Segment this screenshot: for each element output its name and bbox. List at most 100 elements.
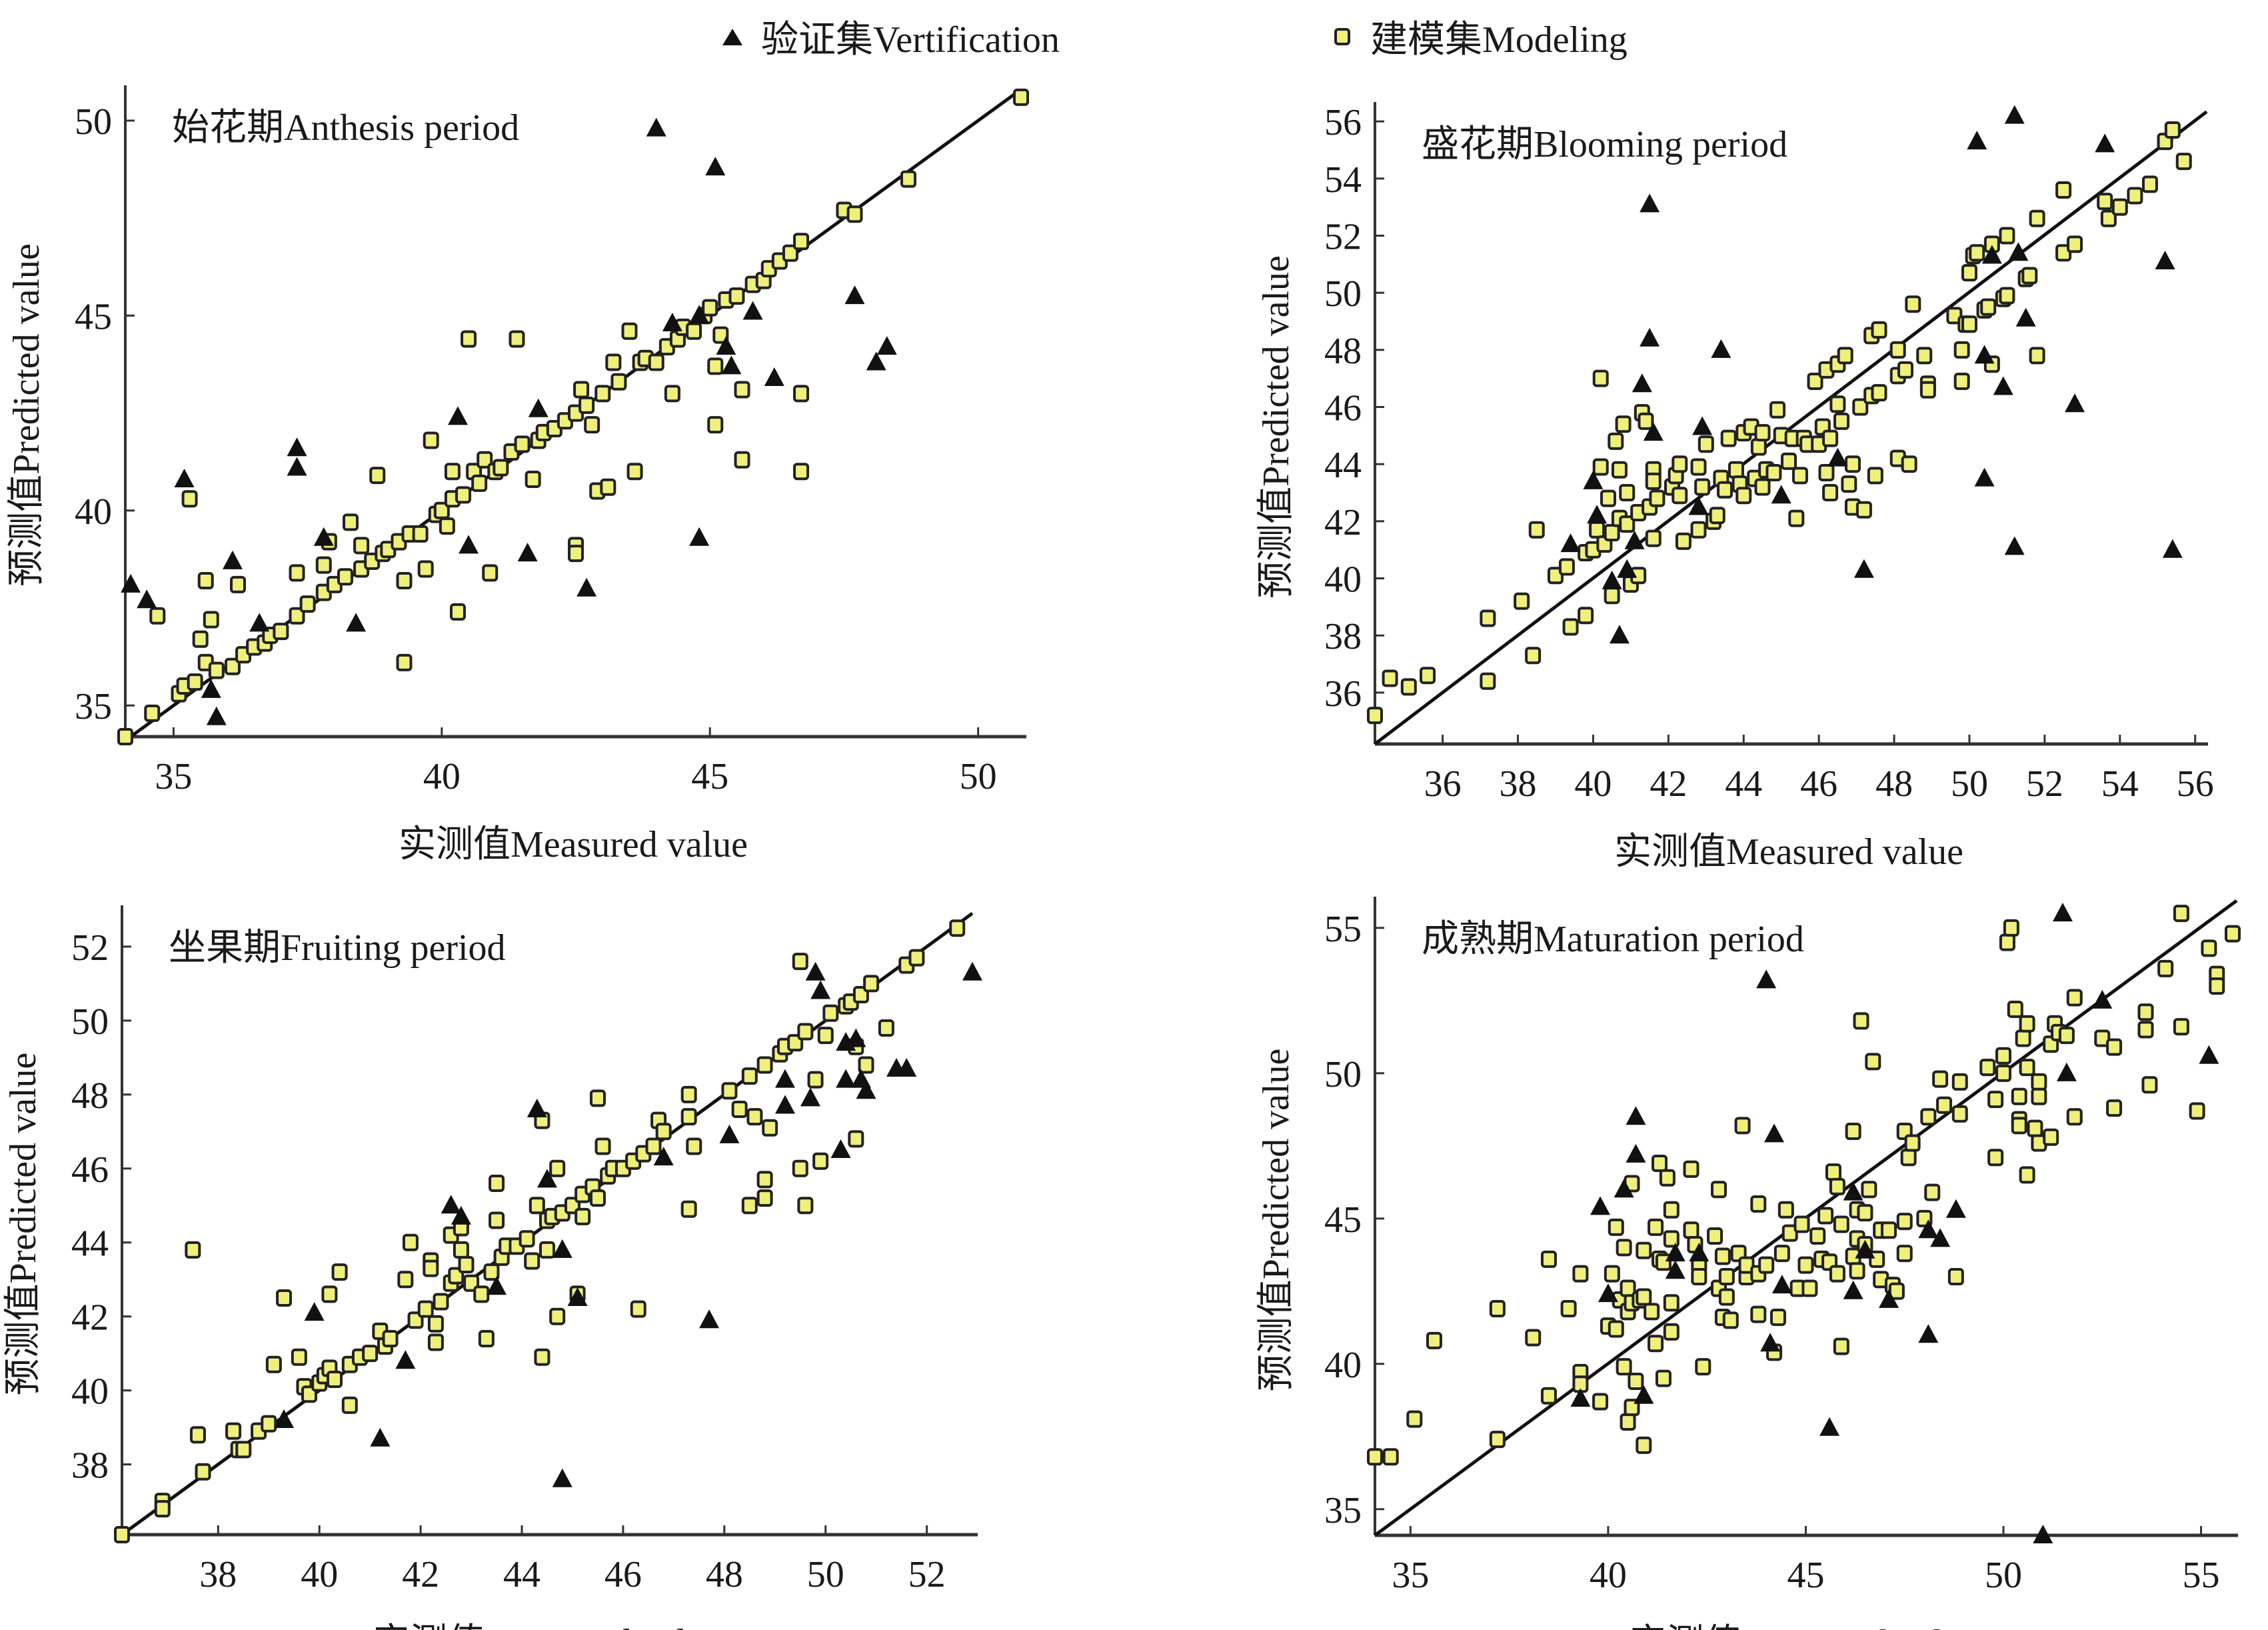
modeling-point	[1769, 401, 1786, 419]
modeling-point	[1852, 398, 1869, 416]
modeling-point	[208, 661, 225, 679]
x-tick-label: 38	[199, 1554, 237, 1595]
modeling-point	[1540, 1250, 1557, 1268]
verification-point	[537, 1169, 557, 1188]
modeling-point	[1572, 1265, 1589, 1283]
verification-point	[576, 577, 597, 597]
modeling-point	[1426, 1331, 1442, 1349]
verification-point	[1843, 1280, 1863, 1299]
verification-point	[1918, 1324, 1939, 1343]
modeling-point	[721, 1082, 738, 1100]
verification-point	[1602, 570, 1622, 589]
verification-point	[1993, 376, 2013, 395]
modeling-point	[793, 233, 810, 251]
x-axis-title: 实测值Measured value	[373, 1622, 722, 1630]
modeling-point	[741, 1197, 758, 1215]
modeling-point	[397, 1271, 414, 1289]
scatter-panel-blooming: 36 38 40 42 44 46 48 50 52 54 56 36 38 40 42 44 46 48 50 52…	[1256, 102, 2214, 873]
triangle-marker-icon	[722, 28, 742, 45]
legend-item-verification[interactable]: 验证集Vertification	[721, 9, 1060, 63]
modeling-point	[1663, 1294, 1680, 1312]
verification-point	[1771, 485, 1791, 504]
modeling-point	[449, 603, 466, 621]
verification-point	[2095, 133, 2115, 153]
panel-title: 成熟期Maturation period	[1422, 919, 1804, 960]
modeling-point	[1710, 1181, 1727, 1199]
x-tick-label: 48	[1875, 763, 1913, 805]
y-tick-label: 46	[1324, 388, 1362, 429]
modeling-point	[1709, 507, 1725, 525]
panel-title: 坐果期Fruiting period	[169, 927, 506, 969]
modeling-point	[1897, 361, 1914, 379]
modeling-point	[741, 1067, 758, 1085]
modeling-point	[1620, 1413, 1636, 1431]
modeling-point	[321, 1285, 338, 1303]
verification-point	[2092, 989, 2113, 1009]
modeling-point	[1845, 1123, 1861, 1141]
verification-point	[1760, 1333, 1781, 1352]
modeling-point	[1694, 478, 1711, 496]
modeling-point	[762, 1119, 778, 1137]
modeling-point	[1480, 609, 1496, 627]
verification-point	[896, 1058, 917, 1077]
modeling-point	[2011, 1117, 2027, 1135]
verification-point	[1598, 1283, 1618, 1303]
modeling-point	[225, 1422, 242, 1440]
modeling-point	[189, 1426, 206, 1444]
verification-point	[1665, 1260, 1686, 1279]
modeling-point	[444, 463, 461, 481]
verification-point	[2008, 242, 2029, 261]
modeling-point	[707, 416, 724, 434]
modeling-point	[477, 451, 493, 469]
modeling-point	[1995, 1064, 2012, 1082]
modeling-point	[117, 728, 133, 745]
modeling-point	[1788, 509, 1805, 527]
y-axis-title: 预测值Predicted value	[1256, 255, 1297, 599]
modeling-point	[1829, 1177, 1845, 1195]
verification-point	[705, 157, 726, 176]
verification-point	[844, 285, 865, 305]
verification-point	[567, 1287, 588, 1306]
modeling-point	[1659, 1169, 1676, 1187]
x-tick-label: 35	[1392, 1555, 1429, 1596]
modeling-point	[2209, 977, 2225, 995]
verification-point	[1930, 1228, 1951, 1247]
modeling-point	[1648, 1335, 1664, 1353]
legend-item-modeling[interactable]: 建模集Modeling	[1333, 9, 1628, 63]
verification-point	[774, 1069, 795, 1088]
modeling-point	[1652, 1154, 1668, 1172]
modeling-point	[1615, 415, 1632, 433]
x-axis-title: 实测值Measured value	[1629, 1623, 1978, 1630]
verification-point	[856, 1080, 876, 1099]
y-axis-title: 预测值Predicted value	[6, 243, 47, 587]
verification-point	[346, 613, 367, 632]
y-tick-label: 40	[71, 1371, 109, 1413]
modeling-point	[458, 1256, 475, 1274]
verification-point	[866, 351, 886, 371]
modeling-point	[1714, 1247, 1731, 1265]
modeling-point	[2106, 1099, 2123, 1117]
modeling-point	[1655, 1253, 1672, 1271]
modeling-point	[2058, 1027, 2075, 1045]
modeling-point	[1765, 464, 1782, 482]
verification-point	[1609, 625, 1630, 644]
scatter-panel-anthesis: 35 40 45 50 35 40 45 50 实测值Measured value 预测值Pred…	[6, 85, 1029, 865]
verification-point	[249, 613, 270, 632]
modeling-point	[382, 1329, 399, 1347]
legend: 验证集Vertification 建模集Modeling	[0, 0, 2268, 73]
verification-point	[1624, 530, 1645, 549]
verification-point	[1587, 505, 1608, 524]
x-tick-label: 50	[1985, 1555, 2022, 1596]
verification-point	[274, 1409, 295, 1429]
y-tick-label: 55	[1324, 909, 1362, 950]
modeling-point	[626, 463, 643, 481]
modeling-point	[489, 1174, 505, 1192]
verification-point	[370, 1427, 391, 1447]
modeling-point	[2019, 1015, 2035, 1033]
verification-point	[2015, 307, 2036, 327]
verification-point	[2065, 393, 2085, 413]
verification-point	[1570, 1388, 1591, 1407]
verification-point	[206, 706, 227, 725]
modeling-point	[1592, 1393, 1609, 1411]
